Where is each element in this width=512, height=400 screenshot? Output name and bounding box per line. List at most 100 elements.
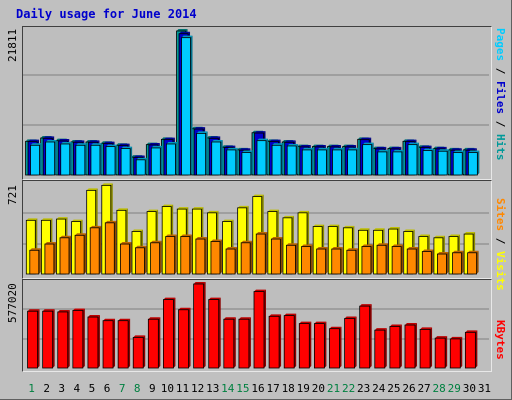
bar-pages-day-23 [362,142,374,176]
bar-sites-day-18 [286,243,298,275]
bar-pages-day-17 [271,143,284,176]
x-tick-label-22: 22 [341,382,356,395]
x-tick-label-19: 19 [296,382,310,395]
bar-kbytes-day-29 [449,336,463,369]
bar-kbytes-day-12 [193,282,206,369]
bar-sites-day-8 [135,245,147,275]
kbytes-panel [22,279,492,372]
x-tick-label-29: 29 [447,382,461,395]
bar-sites-day-17 [270,237,283,275]
bar-pages-day-10 [166,141,178,176]
bar-pages-day-8 [135,157,148,176]
bar-pages-day-30 [467,150,480,176]
x-tick-label-8: 8 [133,382,141,395]
x-tick-label-17: 17 [266,382,280,395]
bar-pages-day-20 [316,147,329,176]
bar-kbytes-day-3 [57,309,70,369]
legend-entry-0-3: / [494,114,507,134]
bar-pages-day-29 [452,150,465,176]
bar-sites-day-21 [331,247,343,275]
bar-kbytes-day-20 [313,321,327,369]
legend-entry-0-2: Files [494,81,507,115]
bar-kbytes-day-10 [163,297,176,369]
bar-kbytes-day-28 [434,336,448,369]
bar-pages-day-28 [437,149,450,176]
bar-kbytes-day-24 [374,328,387,369]
bar-pages-day-27 [422,148,435,176]
bar-sites-day-16 [255,232,268,275]
bar-sites-day-28 [437,252,449,275]
bar-kbytes-day-8 [132,335,146,369]
bar-kbytes-day-25 [389,324,402,369]
visits-sites-plot [23,183,489,275]
bar-kbytes-day-5 [87,315,100,369]
bar-sites-day-23 [361,244,373,275]
bar-kbytes-day-22 [344,316,357,369]
x-axis-labels: 1 2 3 4 5 6 7 8 9 10 11 12 13 14 15 16 17 18 19 20 21 22 23 24 2… [22,380,491,396]
bar-sites-day-3 [59,235,71,275]
x-tick-label-18: 18 [281,382,295,395]
bar-pages-day-14 [226,147,238,176]
legend-entry-0-1: / [494,61,507,81]
kbytes-plot [23,282,489,369]
legend-entry-0-0: Pages [494,28,507,62]
legend-entry-2-0: KBytes [494,320,507,360]
bar-sites-day-29 [452,250,464,275]
x-tick-label-1: 1 [28,382,35,395]
hits-files-pages-plot [23,29,489,176]
bar-pages-day-9 [150,145,163,176]
bar-sites-day-12 [195,237,207,275]
legend-entry-0-4: Hits [494,134,507,161]
bar-pages-day-6 [105,144,118,176]
bar-sites-day-5 [89,225,102,275]
bar-kbytes-day-11 [178,307,191,369]
bar-kbytes-day-18 [283,313,297,369]
panel-2-max-value: 721 [6,185,19,205]
bar-kbytes-day-15 [238,317,251,369]
bar-kbytes-day-1 [27,309,40,369]
bar-pages-day-24 [377,149,389,176]
hits-files-pages-panel [22,26,492,180]
bar-sites-day-30 [467,250,479,275]
visits-sites-panel [22,180,492,279]
x-tick-label-15: 15 [236,382,250,395]
bar-kbytes-day-4 [72,308,85,369]
bar-pages-day-4 [75,143,87,176]
bar-sites-day-6 [104,220,117,275]
bar-pages-day-25 [392,149,404,176]
x-tick-label-5: 5 [88,382,96,395]
bar-sites-day-13 [210,239,222,275]
bar-sites-day-14 [225,247,238,275]
x-tick-label-25: 25 [387,382,401,395]
x-tick-label-31: 31 [477,382,492,395]
bar-kbytes-day-13 [208,297,221,369]
bar-sites-day-24 [376,243,389,275]
bar-sites-day-20 [316,247,328,275]
bar-sites-day-2 [44,242,56,275]
x-tick-label-23: 23 [357,382,371,395]
bar-sites-day-25 [391,244,404,275]
legend-entry-1-0: Sites [494,198,507,232]
bar-sites-day-1 [29,248,41,275]
x-tick-label-3: 3 [58,382,66,395]
bar-sites-day-19 [301,244,313,275]
bar-sites-day-4 [74,233,87,275]
bar-kbytes-day-21 [329,326,342,369]
bar-pages-day-13 [211,139,223,176]
bar-pages-day-22 [347,147,359,176]
x-tick-label-14: 14 [221,382,235,395]
panel-1-max-value: 21811 [6,28,19,62]
legend-entry-1-1: / [494,231,507,251]
x-tick-label-7: 7 [118,382,126,395]
bar-kbytes-day-19 [298,321,312,369]
bar-pages-day-15 [241,150,253,176]
bar-sites-day-26 [406,247,419,275]
bar-kbytes-day-2 [42,309,55,369]
x-tick-label-16: 16 [251,382,265,395]
bar-pages-day-12 [196,131,208,176]
bar-pages-day-7 [120,146,133,176]
bar-sites-day-9 [150,240,162,275]
bar-kbytes-day-30 [464,330,478,369]
chart-title: Daily usage for June 2014 [16,7,197,21]
bar-pages-day-21 [332,147,344,176]
